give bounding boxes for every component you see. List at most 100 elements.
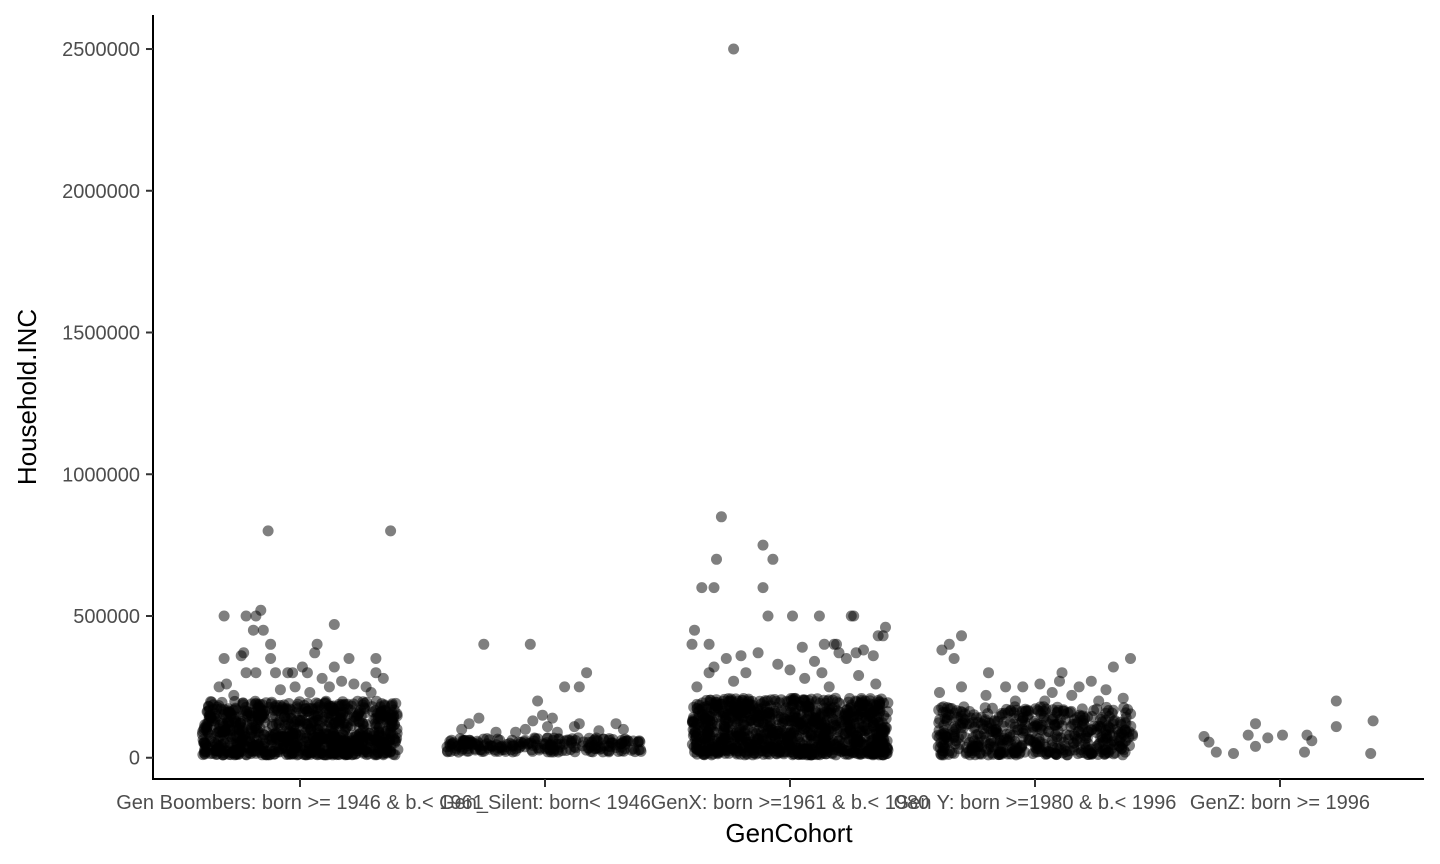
- data-point: [496, 740, 508, 752]
- data-point: [594, 743, 606, 755]
- ticks: 0 500000 1000000 1500000 2000000 2500000 Gen B…: [62, 39, 1370, 814]
- data-point: [603, 745, 615, 757]
- data-point: [967, 716, 979, 728]
- data-point: [257, 624, 269, 636]
- data-point: [1330, 695, 1342, 707]
- data-point: [943, 638, 955, 650]
- data-point: [1250, 740, 1261, 752]
- data-point: [955, 706, 967, 717]
- data-point: [798, 723, 810, 735]
- data-point: [686, 638, 698, 650]
- data-point: [486, 740, 498, 752]
- data-point: [711, 553, 722, 565]
- data-point: [823, 737, 835, 749]
- data-point: [880, 621, 891, 633]
- data-point: [710, 745, 722, 757]
- data-point: [735, 650, 747, 662]
- data-point: [302, 702, 314, 714]
- data-point: [382, 728, 394, 740]
- data-point: [792, 713, 804, 724]
- data-point: [240, 667, 252, 679]
- data-point: [877, 744, 889, 756]
- data-point: [524, 638, 536, 650]
- data-point: [478, 733, 489, 745]
- data-point: [198, 722, 210, 734]
- data-point: [572, 732, 584, 744]
- data-point: [235, 650, 247, 662]
- data-point: [831, 724, 843, 735]
- data-point: [246, 727, 258, 739]
- data-point: [848, 610, 860, 622]
- data-point: [197, 749, 209, 761]
- data-point: [617, 723, 629, 735]
- data-point: [823, 681, 835, 693]
- data-point: [361, 729, 373, 741]
- data-point: [301, 667, 313, 679]
- data-point: [1299, 746, 1310, 758]
- data-point: [1000, 681, 1012, 693]
- data-point: [1210, 746, 1222, 758]
- data-point: [527, 715, 539, 727]
- data-point: [385, 525, 397, 537]
- data-point: [1306, 735, 1318, 747]
- data-point: [933, 704, 945, 716]
- data-point: [233, 746, 244, 758]
- data-point: [701, 694, 712, 706]
- data-point: [1125, 653, 1136, 664]
- data-point: [690, 727, 702, 739]
- data-point: [627, 735, 639, 747]
- data-point: [852, 731, 863, 743]
- data-point: [1014, 741, 1026, 753]
- data-point: [703, 667, 715, 679]
- data-point: [696, 582, 708, 594]
- data-point: [844, 719, 856, 731]
- data-point: [814, 749, 826, 761]
- data-point: [328, 619, 340, 630]
- data-point: [691, 681, 703, 693]
- data-point: [287, 667, 299, 679]
- data-point: [863, 748, 875, 760]
- y-tick-label: 2500000: [62, 39, 140, 61]
- data-point: [311, 638, 323, 650]
- data-point: [981, 720, 993, 732]
- data-point: [371, 748, 383, 760]
- data-point: [880, 713, 892, 725]
- data-point: [765, 694, 777, 706]
- data-point: [1046, 687, 1058, 698]
- x-tick-label: GenX: born >=1961 & b.< 1980: [651, 792, 930, 814]
- y-tick-label: 2000000: [62, 181, 140, 203]
- data-point: [490, 726, 502, 738]
- data-point: [813, 610, 825, 622]
- data-point: [687, 714, 699, 726]
- data-point: [866, 712, 878, 724]
- data-point: [936, 644, 948, 656]
- data-point: [226, 714, 237, 726]
- data-point: [292, 714, 304, 726]
- data-point: [816, 667, 828, 679]
- data-point: [228, 689, 240, 701]
- data-point: [342, 742, 354, 754]
- data-point: [956, 681, 967, 693]
- data-point: [934, 687, 945, 698]
- data-point: [1365, 748, 1377, 759]
- data-point: [938, 745, 950, 757]
- data-point: [1092, 720, 1104, 732]
- data-point: [268, 748, 280, 760]
- x-tick-label: Gen_Silent: born< 1946: [439, 792, 651, 814]
- data-point: [1047, 742, 1059, 754]
- data-point: [1058, 708, 1070, 720]
- data-point: [1056, 667, 1068, 679]
- data-point: [731, 730, 743, 742]
- data-point: [1068, 728, 1080, 740]
- data-point: [370, 653, 382, 664]
- data-point: [1054, 675, 1065, 687]
- data-point: [1086, 710, 1098, 722]
- data-point: [856, 712, 868, 723]
- data-point: [1107, 718, 1119, 730]
- data-point: [867, 650, 879, 662]
- data-point: [218, 610, 230, 622]
- data-point: [323, 681, 335, 693]
- data-point: [983, 667, 994, 679]
- data-point: [270, 667, 281, 679]
- data-point: [756, 745, 768, 757]
